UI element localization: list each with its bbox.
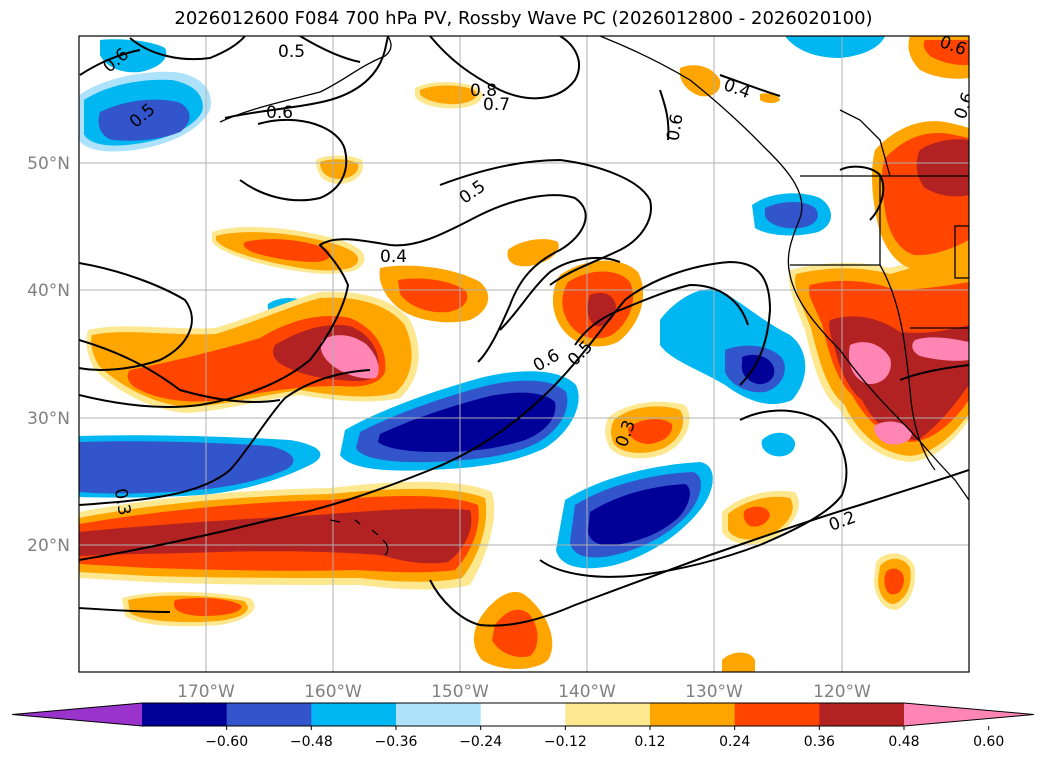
colorbar-tick-label: 0.24 [719, 734, 750, 750]
pv-contours [79, 36, 969, 627]
colorbar-tick-label: 0.60 [973, 734, 1004, 750]
lat-label-20n: 20°N [27, 536, 70, 556]
contour-label: 0.6 [266, 103, 293, 123]
positive-anomaly-west-coast [789, 36, 969, 462]
negative-anomaly-left-band [79, 435, 321, 498]
negative-anomaly-south [556, 462, 713, 569]
colorbar-tick-label: −0.24 [459, 734, 502, 750]
colorbar-segment [396, 703, 482, 726]
colorbar-segment [819, 703, 905, 726]
lon-label-160w: 160°W [304, 682, 362, 702]
contour-label: 0.8 [470, 81, 497, 101]
negative-anomaly-east [660, 289, 806, 457]
lon-label-150w: 150°W [431, 682, 489, 702]
map-title: 2026012600 F084 700 hPa PV, Rossby Wave … [174, 8, 873, 29]
colorbar-tick-label: −0.36 [375, 734, 418, 750]
colorbar-segment [226, 703, 312, 726]
lon-label-140w: 140°W [558, 682, 616, 702]
colorbar-tick-label: 0.36 [804, 734, 835, 750]
negative-anomaly-coast [752, 193, 832, 236]
colorbar-tick-label: 0.12 [634, 734, 665, 750]
positive-anomaly-trough [507, 239, 644, 347]
colorbar-segment [311, 703, 397, 726]
lon-label-130w: 130°W [685, 682, 743, 702]
lat-label-30n: 30°N [27, 409, 70, 429]
colorbar-segment [480, 703, 566, 726]
lon-label-120w: 120°W [813, 682, 871, 702]
contour-label: 0.7 [483, 95, 510, 115]
positive-anomaly-hawaii-band [79, 481, 495, 590]
contour-label: 0.4 [380, 247, 407, 267]
map-frame [78, 35, 970, 673]
contour-label: 0.5 [278, 42, 305, 62]
colorbar-tick-label: −0.48 [290, 734, 333, 750]
colorbar-extend-high [904, 703, 1034, 726]
contour-label: 0.3 [110, 487, 134, 517]
colorbar-segment [650, 703, 736, 726]
colorbar-tick-label: −0.60 [205, 734, 248, 750]
colorbar: −0.60 −0.48 −0.36 −0.24 −0.12 0.12 0.24 0.36 0.4… [11, 702, 1035, 750]
colorbar-outline [11, 702, 1035, 727]
lon-label-170w: 170°W [177, 682, 235, 702]
lat-label-50n: 50°N [27, 154, 70, 174]
colorbar-tick-label: 0.48 [888, 734, 919, 750]
pv-shading: 0.6 0.5 0.6 0.5 0.8 0.7 0.6 0.4 0.6 0.5 … [79, 36, 969, 672]
longitude-labels: 170°W 160°W 150°W 140°W 130°W 120°W [177, 682, 871, 702]
colorbar-tick-label: −0.12 [544, 734, 587, 750]
latitude-labels: 20°N 30°N 40°N 50°N [27, 154, 70, 556]
colorbar-segment [142, 703, 228, 726]
coastlines [219, 36, 969, 556]
negative-anomaly-top [785, 36, 885, 58]
negative-anomaly-central [340, 371, 579, 471]
colorbar-segment [565, 703, 651, 726]
lat-label-40n: 40°N [27, 281, 70, 301]
negative-anomaly-northwest [79, 39, 211, 152]
colorbar-segment [734, 703, 820, 726]
contour-label: 0.6 [663, 112, 687, 142]
positive-anomaly-south [122, 553, 916, 672]
colorbar-extend-low [12, 703, 142, 726]
